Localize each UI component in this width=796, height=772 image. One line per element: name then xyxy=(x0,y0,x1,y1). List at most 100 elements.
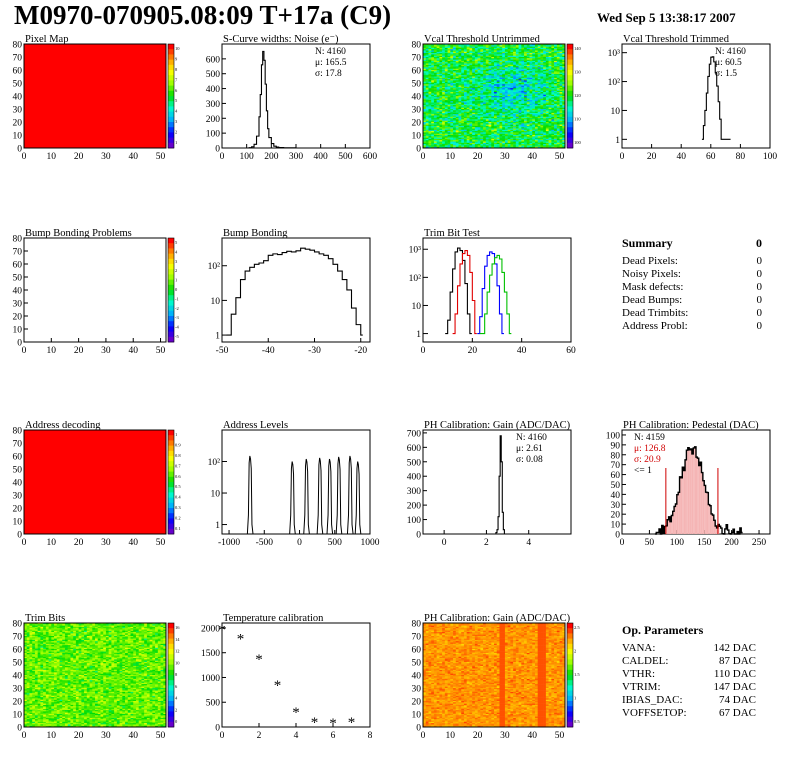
heatmap-cell xyxy=(515,99,519,102)
heatmap-cell xyxy=(496,89,500,92)
heatmap-cell xyxy=(444,135,448,137)
heatmap-cell xyxy=(532,145,536,147)
heatmap-cell xyxy=(545,138,549,141)
heatmap-cell xyxy=(444,90,448,93)
heatmap-cell xyxy=(507,71,511,73)
heatmap-cell xyxy=(428,102,432,105)
heatmap-cell xyxy=(466,96,470,98)
heatmap-cell xyxy=(534,118,538,120)
heatmap-cell xyxy=(444,51,448,54)
heatmap-cell xyxy=(442,72,446,75)
heatmap-cell xyxy=(513,58,517,60)
heatmap-cell xyxy=(423,115,427,118)
heatmap-cell xyxy=(431,58,435,60)
heatmap-cell xyxy=(499,116,503,119)
heatmap-cell xyxy=(515,110,519,112)
heatmap-cell xyxy=(532,88,536,90)
heatmap-cell xyxy=(483,70,487,72)
heatmap-cell xyxy=(559,135,563,137)
heatmap-cell xyxy=(556,124,560,127)
heatmap-cell xyxy=(556,70,560,72)
heatmap-cell xyxy=(524,73,528,76)
heatmap-cell xyxy=(431,125,435,128)
heatmap-cell xyxy=(543,103,547,106)
heatmap-cell xyxy=(428,101,432,103)
heatmap-cell xyxy=(562,122,566,124)
y-tick-label: 0 xyxy=(17,531,22,541)
heatmap-cell xyxy=(496,90,500,93)
heatmap-cell xyxy=(436,51,440,54)
heatmap-cell xyxy=(521,76,525,79)
heatmap-cell xyxy=(442,132,446,134)
heatmap-cell xyxy=(425,50,429,53)
heatmap-cell xyxy=(502,127,506,129)
heatmap-cell xyxy=(433,80,437,82)
heatmap-cell xyxy=(488,101,492,103)
heatmap-cell xyxy=(494,101,498,103)
heatmap-cell xyxy=(507,116,511,119)
heatmap-cell xyxy=(423,103,427,106)
heatmap-cell xyxy=(494,60,498,63)
heatmap-cell xyxy=(431,129,435,132)
heatmap-cell xyxy=(510,83,514,85)
heatmap-cell xyxy=(431,93,435,95)
heatmap-cell xyxy=(447,131,451,133)
heatmap-cell xyxy=(485,114,489,116)
colorbar-frame xyxy=(167,43,175,149)
heatmap-cell xyxy=(474,105,478,107)
heatmap-cell xyxy=(491,86,495,89)
heatmap-cell xyxy=(474,72,478,75)
heatmap-cell xyxy=(425,76,429,79)
heatmap-cell xyxy=(513,46,517,49)
heatmap-cell xyxy=(472,119,476,121)
heatmap-cell xyxy=(543,116,547,119)
heatmap-cell xyxy=(463,81,467,84)
heatmap-cell xyxy=(442,122,446,124)
heatmap-cell xyxy=(502,116,506,119)
heatmap-cell xyxy=(463,120,467,123)
heatmap-cell xyxy=(518,58,522,60)
heatmap-cell xyxy=(442,64,446,67)
x-tick-label: -30 xyxy=(308,346,321,356)
heatmap-cell xyxy=(453,72,457,75)
heatmap-cell xyxy=(444,77,448,80)
colorbar-segment xyxy=(567,64,573,71)
heatmap-cell xyxy=(499,94,503,97)
heatmap-cell xyxy=(504,76,508,79)
heatmap-cell xyxy=(529,140,533,142)
heatmap-cell xyxy=(477,66,481,68)
heatmap-cell xyxy=(463,44,467,46)
chart-title: Trim Bit Test xyxy=(424,228,480,239)
heatmap-cell xyxy=(499,77,503,80)
heatmap-cell xyxy=(461,83,465,85)
heatmap-cell xyxy=(496,116,500,119)
heatmap-cell xyxy=(494,125,498,128)
heatmap-cell xyxy=(559,80,563,82)
heatmap-cell xyxy=(453,136,457,138)
heatmap-cell xyxy=(513,70,517,72)
heatmap-cell xyxy=(496,105,500,107)
y-tick-label: 60 xyxy=(13,67,23,77)
heatmap-cell xyxy=(543,76,547,79)
heatmap-cell xyxy=(496,131,500,133)
heatmap-cell xyxy=(455,105,459,107)
heatmap-cell xyxy=(488,93,492,95)
heatmap-cell xyxy=(436,144,440,146)
heatmap-cell xyxy=(515,72,519,75)
heatmap-cell xyxy=(472,86,476,89)
heatmap-cell xyxy=(562,71,566,73)
heatmap-cell xyxy=(518,141,522,144)
heatmap-cell xyxy=(534,98,538,101)
heatmap-cell xyxy=(543,54,547,56)
heatmap-cell xyxy=(474,120,478,123)
heatmap-cell xyxy=(518,109,522,111)
heatmap-cell xyxy=(521,49,525,51)
heatmap-cell xyxy=(425,110,429,112)
heatmap-cell xyxy=(469,124,473,127)
heatmap-cell xyxy=(551,116,555,119)
heatmap-cell xyxy=(562,137,566,140)
heatmap-cell xyxy=(543,136,547,138)
heatmap-cell xyxy=(491,132,495,134)
heatmap-cell xyxy=(515,123,519,125)
y-tick-label: 10² xyxy=(208,262,221,272)
